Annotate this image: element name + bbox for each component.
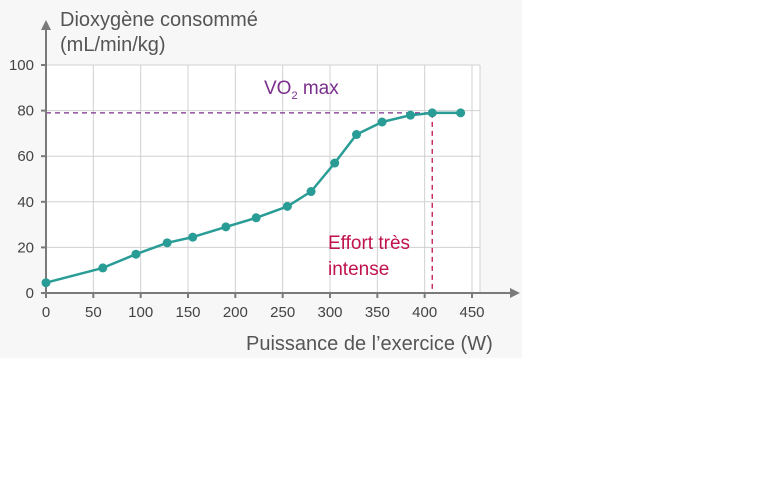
x-tick-label: 200 (223, 304, 248, 321)
axes (41, 20, 520, 298)
data-point (427, 108, 437, 118)
reference-lines (46, 112, 468, 293)
x-tick-label: 150 (175, 304, 200, 321)
data-point (377, 117, 387, 127)
x-tick-label: 100 (128, 304, 153, 321)
x-tick-label: 300 (317, 304, 342, 321)
y-tick-label: 20 (17, 239, 34, 256)
x-axis-title: Puissance de l’exercice (W) (246, 333, 493, 355)
y-axis-arrow (41, 20, 51, 30)
y-tick-label: 60 (17, 148, 34, 165)
data-point (282, 201, 292, 211)
data-point (131, 249, 141, 259)
tick-labels: 0 50 100 150 200 250 300 350 400 450 0 20 40 60 80 100 (9, 57, 485, 321)
y-tick-label: 80 (17, 103, 34, 120)
data-point (306, 187, 316, 197)
data-point (352, 130, 362, 140)
x-tick-label: 50 (85, 304, 102, 321)
data-point (330, 158, 340, 168)
y-tick-label: 100 (9, 57, 34, 74)
effort-label-line2: intense (328, 259, 389, 280)
data-point (456, 108, 466, 118)
x-tick-label: 350 (365, 304, 390, 321)
series (41, 108, 466, 288)
y-axis-title-line1: Dioxygène consommé (60, 9, 258, 31)
x-tick-label: 400 (412, 304, 437, 321)
vo2max-label: VO2 max (264, 78, 339, 102)
plot-area (46, 65, 480, 293)
x-axis-arrow (510, 288, 520, 298)
y-tick-label: 0 (26, 285, 34, 302)
vo2max-label-subscript: 2 (291, 90, 297, 102)
vo2max-label-main: VO (264, 78, 291, 99)
vo2max-label-rest: max (298, 78, 340, 99)
data-point (221, 222, 231, 232)
x-tick-label: 450 (459, 304, 484, 321)
grid (46, 64, 481, 293)
y-tick-label: 40 (17, 194, 34, 211)
y-axis-title-line2: (mL/min/kg) (60, 34, 166, 56)
x-tick-label: 0 (42, 304, 50, 321)
data-point (162, 238, 172, 248)
data-point (41, 278, 51, 288)
x-tick-label: 250 (270, 304, 295, 321)
data-point (188, 232, 198, 242)
data-point (98, 263, 108, 273)
effort-label-line1: Effort très (328, 233, 410, 254)
data-point (251, 213, 261, 223)
data-point (405, 110, 415, 120)
